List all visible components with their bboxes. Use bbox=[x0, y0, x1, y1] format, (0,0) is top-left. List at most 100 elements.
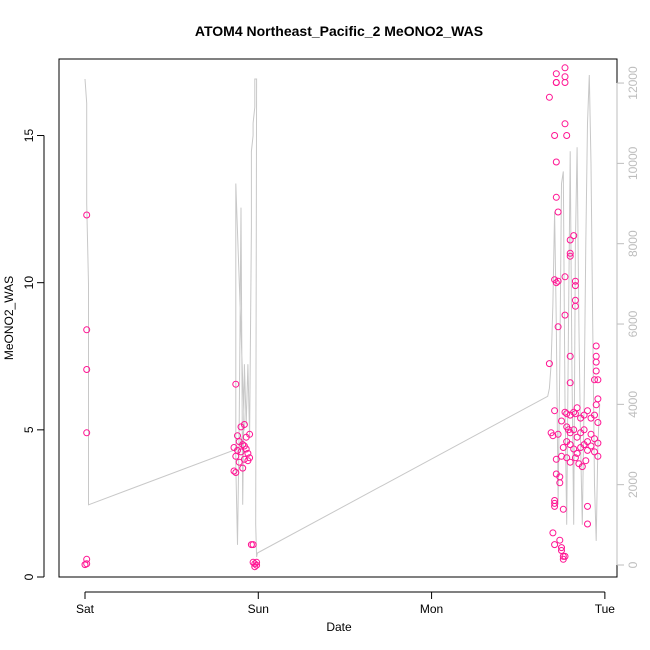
data-point bbox=[592, 352, 600, 360]
data-point bbox=[235, 458, 243, 466]
data-point bbox=[551, 502, 559, 510]
data-point bbox=[251, 560, 259, 568]
data-point bbox=[591, 376, 598, 384]
secondary-y-tick-label: 4000 bbox=[626, 391, 640, 418]
data-point bbox=[584, 446, 591, 454]
data-point bbox=[244, 449, 252, 457]
data-point bbox=[253, 558, 261, 566]
data-point bbox=[244, 457, 252, 465]
data-point bbox=[592, 342, 600, 350]
data-point bbox=[230, 467, 238, 475]
data-point bbox=[558, 544, 565, 552]
y-tick-label: 10 bbox=[22, 276, 36, 290]
data-point bbox=[556, 536, 564, 544]
data-point bbox=[592, 401, 600, 409]
data-point bbox=[563, 132, 571, 139]
data-point bbox=[545, 360, 553, 368]
data-point bbox=[570, 445, 578, 453]
data-point bbox=[232, 469, 240, 476]
secondary-series-line bbox=[84, 74, 601, 558]
data-point bbox=[573, 433, 581, 441]
data-point bbox=[584, 502, 591, 510]
y-axis: 0 5 10 15 bbox=[22, 129, 45, 580]
data-point bbox=[570, 408, 578, 416]
data-point bbox=[552, 455, 560, 463]
data-point bbox=[552, 158, 560, 166]
data-point bbox=[246, 430, 254, 438]
data-point bbox=[580, 426, 588, 434]
data-point bbox=[571, 302, 579, 310]
x-tick-label: Sun bbox=[248, 602, 269, 616]
data-point bbox=[249, 541, 257, 549]
data-point bbox=[561, 120, 569, 128]
data-point bbox=[561, 408, 569, 416]
data-point bbox=[571, 277, 579, 285]
data-point bbox=[571, 454, 579, 462]
data-point bbox=[566, 352, 574, 360]
x-tick-label: Tue bbox=[595, 602, 616, 616]
data-point bbox=[552, 79, 560, 86]
x-tick-label: Sat bbox=[76, 602, 95, 616]
y-tick-label: 15 bbox=[22, 129, 36, 143]
data-point bbox=[556, 473, 564, 481]
data-point bbox=[253, 561, 261, 569]
secondary-y-tick-label: 12000 bbox=[626, 66, 640, 100]
data-point bbox=[561, 552, 569, 560]
secondary-y-tick-label: 6000 bbox=[626, 310, 640, 337]
y-tick-label: 0 bbox=[22, 573, 36, 580]
data-point bbox=[570, 232, 578, 240]
data-point bbox=[552, 70, 560, 78]
data-point bbox=[570, 426, 578, 434]
data-point bbox=[83, 211, 91, 219]
data-point bbox=[240, 421, 248, 428]
data-point bbox=[563, 454, 571, 462]
x-axis-label: Date bbox=[326, 620, 352, 634]
data-point bbox=[584, 520, 591, 528]
data-point bbox=[83, 326, 91, 334]
data-point bbox=[552, 193, 560, 201]
data-point bbox=[587, 442, 595, 450]
data-point bbox=[554, 323, 562, 331]
data-point bbox=[237, 448, 245, 456]
data-point bbox=[551, 407, 559, 415]
data-point bbox=[563, 410, 571, 418]
data-point bbox=[83, 429, 91, 437]
data-point bbox=[561, 79, 569, 86]
y-tick-label: 5 bbox=[22, 426, 36, 433]
data-point bbox=[591, 435, 598, 443]
data-point bbox=[571, 282, 579, 290]
data-point bbox=[591, 411, 598, 419]
data-point bbox=[561, 64, 569, 72]
secondary-y-axis: 0 2000 4000 6000 8000 10000 12000 bbox=[616, 66, 640, 568]
data-point bbox=[552, 279, 560, 287]
data-point bbox=[580, 411, 588, 419]
data-point bbox=[594, 395, 602, 403]
data-point bbox=[592, 367, 600, 375]
data-point bbox=[594, 419, 602, 426]
data-point bbox=[566, 379, 574, 387]
data-point bbox=[559, 444, 567, 451]
data-point bbox=[551, 541, 559, 549]
data-point bbox=[559, 505, 567, 513]
data-point bbox=[594, 439, 602, 447]
data-point bbox=[549, 432, 557, 440]
secondary-y-tick-label: 10000 bbox=[626, 146, 640, 180]
secondary-series-line-group bbox=[84, 74, 601, 558]
data-point bbox=[549, 529, 557, 537]
x-tick-label: Mon bbox=[420, 602, 443, 616]
data-point bbox=[558, 417, 565, 425]
data-point bbox=[83, 366, 91, 373]
data-point bbox=[573, 449, 581, 457]
data-point bbox=[578, 463, 586, 471]
data-point bbox=[239, 464, 247, 472]
data-point bbox=[551, 132, 559, 139]
data-point bbox=[81, 561, 89, 569]
data-point bbox=[573, 404, 581, 412]
plot-area-frame bbox=[58, 58, 618, 578]
data-point bbox=[592, 358, 600, 366]
data-point bbox=[561, 311, 569, 319]
chart-title: ATOM4 Northeast_Pacific_2 MeONO2_WAS bbox=[195, 23, 483, 39]
data-point bbox=[580, 441, 588, 449]
data-point bbox=[566, 252, 574, 260]
secondary-y-tick-label: 8000 bbox=[626, 230, 640, 257]
